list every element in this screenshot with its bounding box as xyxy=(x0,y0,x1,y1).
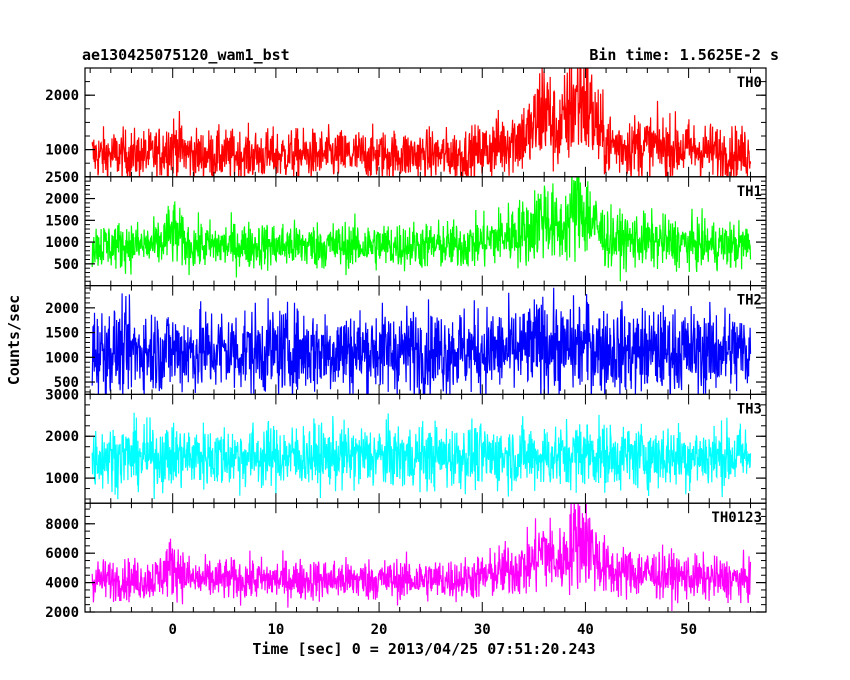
panel-name-label: TH0123 xyxy=(711,510,762,526)
panel-frame xyxy=(84,502,767,613)
panel-th2: 500 1000 1500 2000 TH2 xyxy=(45,285,767,396)
y-tick-label: 1000 xyxy=(45,471,79,487)
y-tick-label: 2500 xyxy=(45,170,79,186)
panel-name-label: TH2 xyxy=(737,293,762,309)
x-tick-label: 20 xyxy=(371,622,388,638)
y-tick-label: 500 xyxy=(54,257,79,273)
y-tick-label: 1000 xyxy=(45,235,79,251)
x-tick-label: 30 xyxy=(474,622,491,638)
x-tick-label: 40 xyxy=(577,622,594,638)
series-line-th0 xyxy=(91,68,752,177)
bin-time-label: Bin time: 1.5625E-2 s xyxy=(589,46,779,64)
y-tick-label: 1500 xyxy=(45,213,79,229)
y-tick-label: 2000 xyxy=(45,88,79,104)
panel-th3: 1000 2000 3000 TH3 xyxy=(45,387,767,504)
x-axis-label: Time [sec] 0 = 2013/04/25 07:51:20.243 xyxy=(252,640,595,658)
panel-th1: 500 1000 1500 2000 TH1 xyxy=(45,176,767,287)
x-tick-label: 50 xyxy=(680,622,697,638)
y-tick-label: 4000 xyxy=(45,576,79,592)
chart-title: ae130425075120_wam1_bst xyxy=(82,46,290,64)
y-axis-label: Counts/sec xyxy=(5,295,23,385)
y-tick-label: 500 xyxy=(54,375,79,391)
y-tick-label: 1500 xyxy=(45,326,79,342)
panel-name-label: TH1 xyxy=(737,184,762,200)
series-line-th3 xyxy=(91,412,752,500)
y-tick-label: 2000 xyxy=(45,301,79,317)
y-tick-label: 3000 xyxy=(45,387,79,403)
y-tick-label: 8000 xyxy=(45,517,79,533)
series-line-th2 xyxy=(91,287,752,395)
series-line-th1 xyxy=(91,176,752,282)
x-tick-label: 10 xyxy=(267,622,284,638)
y-tick-label: 6000 xyxy=(45,546,79,562)
x-tick-label: 0 xyxy=(168,622,176,638)
panel-name-label: TH0 xyxy=(737,75,762,91)
series-line-th0123 xyxy=(91,503,752,612)
y-tick-label: 2000 xyxy=(45,605,79,621)
y-tick-label: 1000 xyxy=(45,350,79,366)
y-tick-label: 2000 xyxy=(45,429,79,445)
y-tick-label: 1000 xyxy=(45,143,79,159)
panel-name-label: TH3 xyxy=(737,401,762,417)
panel-th0123: 2000 4000 6000 8000 TH0123 xyxy=(45,502,767,621)
panel-th0: 1000 2000 2500 TH0 xyxy=(45,67,767,186)
y-tick-label: 2000 xyxy=(45,192,79,208)
